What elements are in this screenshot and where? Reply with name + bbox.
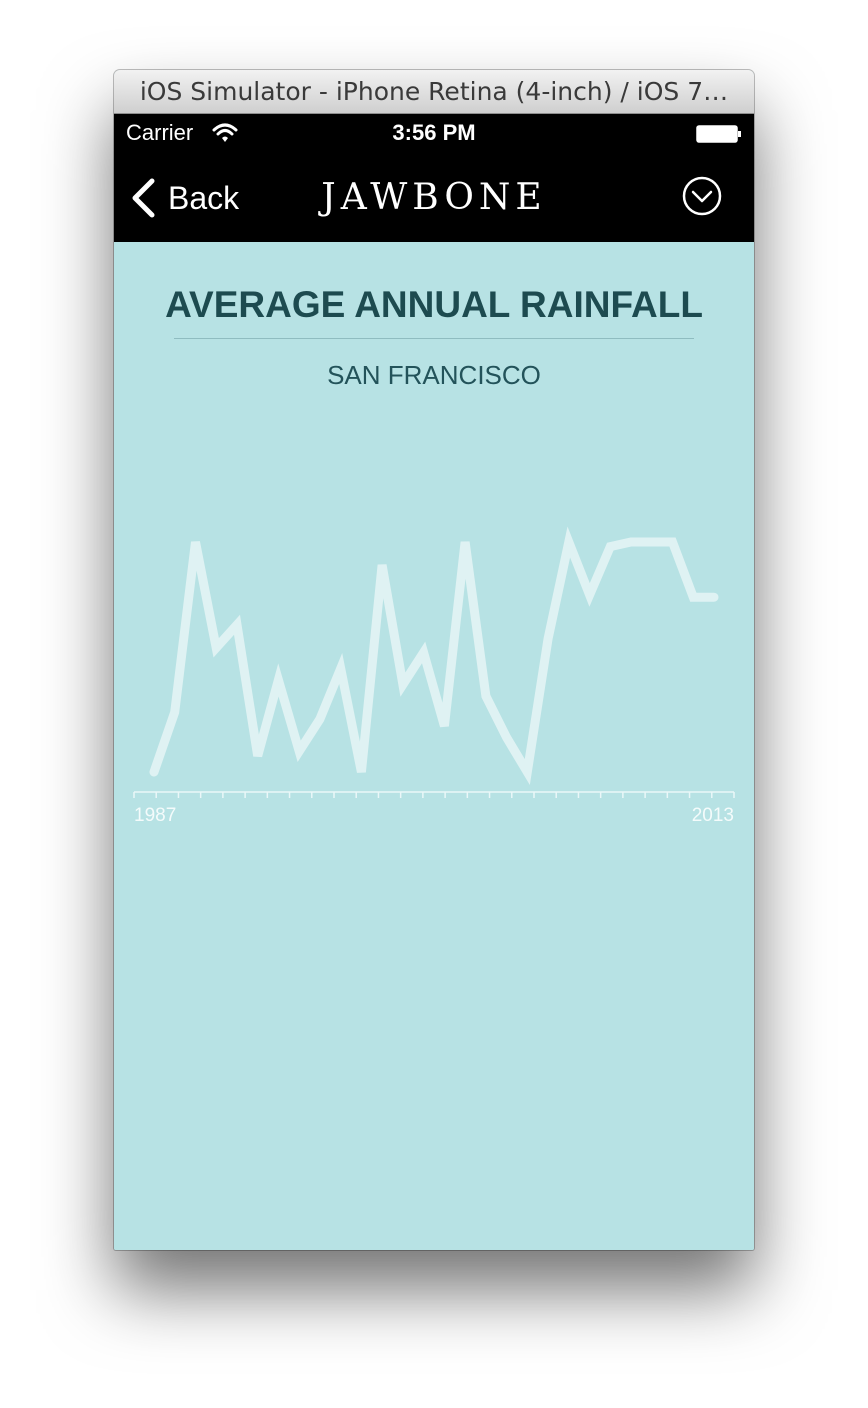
status-bar: Carrier 3:56 PM <box>114 114 754 154</box>
battery-icon <box>696 125 741 143</box>
title-divider <box>174 338 694 339</box>
chevron-left-icon <box>132 178 155 218</box>
back-button[interactable]: Back <box>130 176 239 220</box>
wifi-icon <box>212 123 238 142</box>
navigation-bar: Back JAWBONE <box>114 154 754 242</box>
back-label: Back <box>168 179 240 216</box>
status-time: 3:56 PM <box>392 120 476 145</box>
rainfall-line-chart: 1987 2013 <box>133 526 735 826</box>
window-title: iOS Simulator - iPhone Retina (4-inch) /… <box>139 77 729 106</box>
jawbone-logo: JAWBONE <box>321 177 547 218</box>
simulator-window: iOS Simulator - iPhone Retina (4-inch) /… <box>114 70 754 1250</box>
content-area: AVERAGE ANNUAL RAINFALL SAN FRANCISCO 19… <box>114 242 754 1250</box>
x-tick-label: 1987 <box>134 805 176 826</box>
chart-title: AVERAGE ANNUAL RAINFALL <box>165 284 703 325</box>
carrier-label: Carrier <box>126 120 194 145</box>
x-tick-label: 2013 <box>692 805 734 826</box>
chart-subtitle: SAN FRANCISCO <box>327 360 541 390</box>
chevron-down-circle-icon[interactable] <box>682 176 722 216</box>
window-titlebar[interactable]: iOS Simulator - iPhone Retina (4-inch) /… <box>114 70 754 114</box>
rainfall-series-line <box>149 526 719 785</box>
